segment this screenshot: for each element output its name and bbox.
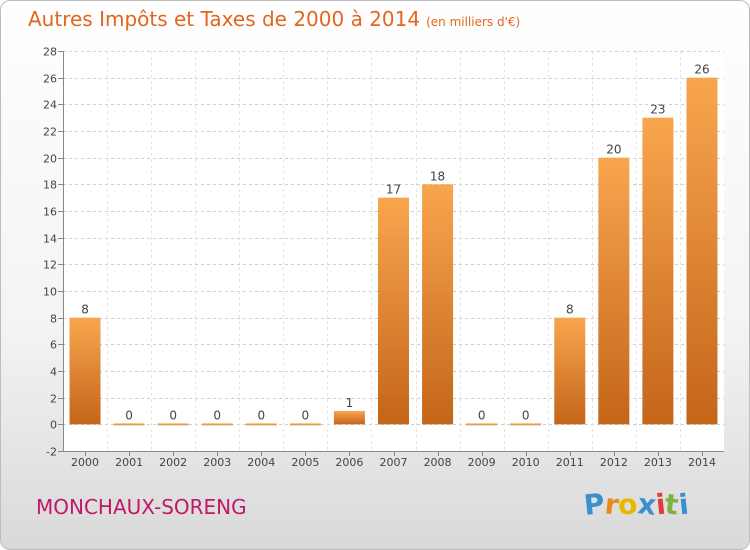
y-tick-label: 4 [50, 366, 57, 379]
bar [554, 317, 586, 425]
x-tick-label: 2006 [335, 456, 363, 469]
bar [69, 317, 101, 425]
bar-value-label: 0 [478, 408, 486, 422]
x-tick-label: 2003 [203, 456, 231, 469]
bar-value-label: 26 [694, 63, 709, 77]
y-tick-label: 14 [43, 233, 57, 246]
bar [201, 423, 233, 426]
x-tick-label: 2002 [159, 456, 187, 469]
bar-value-label: 8 [81, 303, 89, 317]
x-tick-label: 2009 [468, 456, 496, 469]
y-tick-label: 28 [43, 46, 57, 59]
chart-title: Autres Impôts et Taxes de 2000 à 2014 (en… [28, 7, 520, 31]
x-tick-label: 2005 [291, 456, 319, 469]
x-tick-label: 2000 [71, 456, 99, 469]
bar-value-label: 18 [430, 169, 445, 183]
bar [598, 157, 630, 425]
bar-value-label: 20 [606, 143, 621, 157]
x-tick-label: 2001 [115, 456, 143, 469]
y-tick-label: 24 [43, 99, 57, 112]
bar [686, 77, 718, 425]
y-tick-label: 8 [50, 313, 57, 326]
bar [422, 184, 454, 425]
y-tick-label: 10 [43, 286, 57, 299]
y-tick-label: 18 [43, 179, 57, 192]
bar-value-label: 0 [213, 408, 221, 422]
bar [245, 423, 277, 426]
title-main: Autres Impôts et Taxes de 2000 à 2014 [28, 7, 421, 31]
town-name: MONCHAUX-SORENG [36, 495, 247, 519]
bar [466, 423, 498, 426]
bar-value-label: 0 [169, 408, 177, 422]
bar-value-label: 0 [125, 408, 133, 422]
bar [378, 197, 409, 425]
y-tick-label: 0 [50, 419, 57, 432]
y-tick-label: 26 [43, 73, 57, 86]
bar [157, 423, 189, 426]
y-tick-label: 2 [50, 393, 57, 406]
x-tick-label: 2010 [512, 456, 540, 469]
y-tick-label: 16 [43, 206, 57, 219]
bar [113, 423, 145, 426]
x-tick-label: 2014 [688, 456, 716, 469]
y-tick-label: 12 [43, 259, 57, 272]
bar-value-label: 23 [650, 103, 665, 117]
bar-value-label: 1 [346, 396, 354, 410]
y-tick-label: 20 [43, 153, 57, 166]
x-tick-label: 2013 [644, 456, 672, 469]
bar [289, 423, 321, 426]
bar-value-label: 17 [386, 183, 401, 197]
bar-value-label: 0 [257, 408, 265, 422]
bar-value-label: 8 [566, 303, 574, 317]
y-tick-label: 6 [50, 339, 57, 352]
bar-value-label: 0 [302, 408, 310, 422]
x-tick-label: 2008 [424, 456, 452, 469]
bar [333, 411, 365, 425]
y-tick-label: -2 [46, 446, 57, 459]
proxiti-logo: Proxiti [582, 487, 690, 522]
title-unit: (en milliers d'€) [426, 15, 521, 29]
x-tick-label: 2012 [600, 456, 628, 469]
logo-letter: i [676, 487, 690, 522]
bar [510, 423, 542, 426]
x-tick-label: 2004 [247, 456, 275, 469]
x-tick-label: 2007 [380, 456, 408, 469]
bar [642, 117, 674, 425]
bar-value-label: 0 [522, 408, 530, 422]
x-tick-label: 2011 [556, 456, 584, 469]
y-tick-label: 22 [43, 126, 57, 139]
